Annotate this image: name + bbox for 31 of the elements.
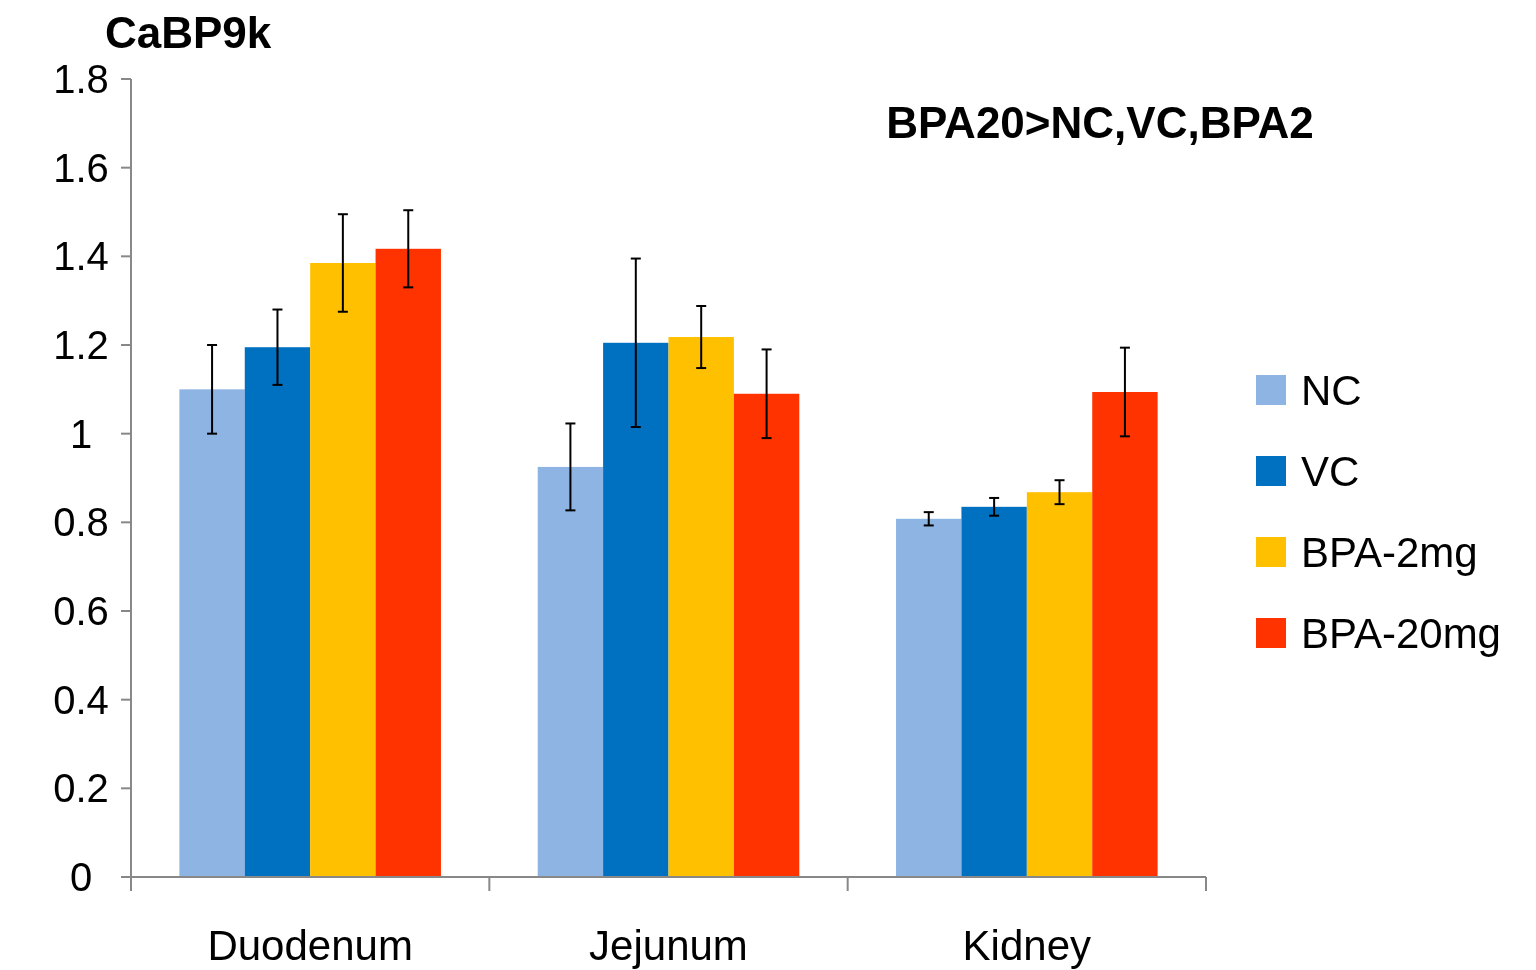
bar bbox=[1026, 492, 1093, 877]
y-tick-label: 0.8 bbox=[53, 500, 109, 545]
bar bbox=[244, 347, 311, 877]
chart-title: CaBP9k bbox=[105, 8, 272, 57]
legend-label: VC bbox=[1301, 447, 1360, 495]
bar bbox=[961, 506, 1027, 877]
bar bbox=[537, 466, 604, 877]
y-tick-label: 1.8 bbox=[53, 57, 109, 101]
y-tick-label: 0.2 bbox=[53, 766, 109, 811]
bar bbox=[310, 262, 376, 877]
y-tick-label: 0.6 bbox=[53, 589, 109, 633]
x-tick-label: Jejunum bbox=[589, 922, 748, 969]
annotation: BPA20>NC,VC,BPA2 bbox=[886, 98, 1314, 147]
bar bbox=[179, 389, 245, 877]
x-tick-label: Kidney bbox=[962, 922, 1092, 969]
bar bbox=[603, 342, 669, 877]
y-tick-label: 1.6 bbox=[53, 145, 109, 190]
y-tick-label: 1.4 bbox=[53, 234, 109, 279]
y-tick-label: 1 bbox=[69, 411, 93, 456]
legend-label: NC bbox=[1301, 366, 1362, 414]
legend-label: BPA-20mg bbox=[1301, 609, 1501, 657]
y-tick-label: 0.4 bbox=[53, 677, 109, 722]
bar bbox=[375, 248, 441, 877]
y-tick-label: 1.2 bbox=[53, 323, 109, 367]
bar bbox=[1092, 391, 1158, 877]
x-tick-label: Duodenum bbox=[207, 922, 413, 969]
bar bbox=[668, 337, 734, 877]
bar bbox=[733, 393, 800, 877]
bar bbox=[896, 518, 962, 877]
y-tick-label: 0 bbox=[69, 855, 93, 899]
legend-label: BPA-2mg bbox=[1301, 528, 1478, 576]
